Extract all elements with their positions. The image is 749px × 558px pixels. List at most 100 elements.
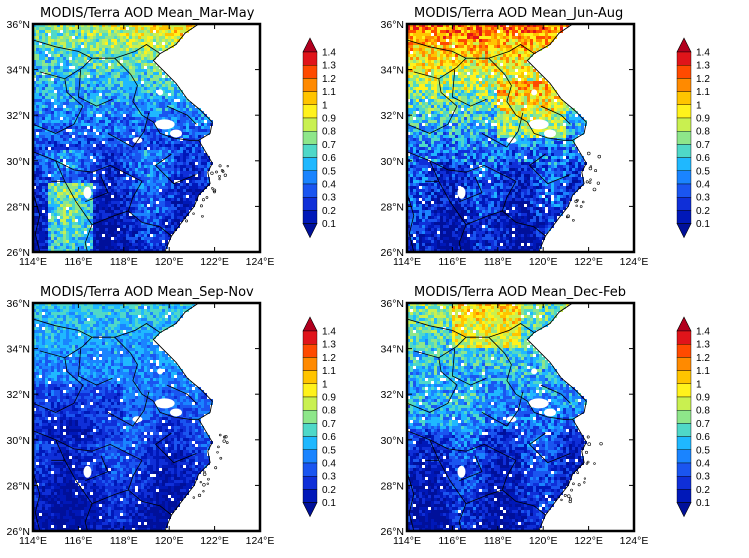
coastline	[526, 302, 612, 532]
colorbar-segment	[676, 157, 692, 172]
colorbar-segment	[302, 423, 318, 437]
island	[599, 442, 603, 446]
no-data-area	[170, 408, 183, 417]
colorbar-label: 1.1	[322, 87, 336, 98]
province-border	[91, 489, 129, 504]
colorbar-label: 0.6	[696, 153, 710, 164]
colorbar-label: 1.3	[696, 340, 710, 351]
island	[585, 462, 589, 465]
colorbar: 1.4 1.3 1.2 1.1 1 0.9 0.8 0.7 0.6 0.5 0.4 0.3 0.2 0.1	[676, 37, 710, 239]
province-border	[127, 460, 172, 516]
colorbar-label: 0.6	[322, 432, 336, 443]
colorbar-segment	[302, 183, 318, 198]
coastline	[152, 302, 238, 532]
island	[201, 198, 205, 202]
province-border	[501, 460, 546, 516]
colorbar-label: 1.2	[322, 353, 336, 364]
colorbar-segment	[676, 357, 692, 371]
colorbar: 1.4 1.3 1.2 1.1 1 0.9 0.8 0.7 0.6 0.5 0.4 0.3 0.2 0.1	[302, 37, 336, 239]
colorbar-label: 0.7	[696, 140, 710, 151]
colorbar-segment	[676, 183, 692, 198]
colorbar-segment	[302, 330, 318, 345]
lon-label: 120°E	[529, 256, 558, 268]
colorbar-segment	[302, 144, 318, 158]
colorbar-segment	[676, 489, 692, 503]
colorbar-label: 0.9	[696, 393, 710, 404]
map-panel-djf: MODIS/Terra AOD Mean_Dec-Feb 36°N 34°N 32°N…	[374, 279, 748, 558]
province-border	[166, 105, 197, 125]
island	[192, 212, 195, 215]
lon-label: 122°E	[574, 535, 603, 547]
colorbar-segment	[302, 51, 318, 66]
province-border	[465, 489, 503, 504]
colorbar-label: 1	[322, 379, 328, 390]
colorbar-label: 0.8	[322, 127, 336, 138]
lat-label: 32°N	[381, 389, 404, 401]
lat-label: 28°N	[381, 480, 404, 492]
colorbar-segment	[676, 117, 692, 132]
colorbar-label: 0.4	[322, 459, 336, 470]
colorbar-segment	[302, 130, 318, 145]
lon-label: 122°E	[574, 256, 603, 268]
colorbar-segment	[302, 462, 318, 477]
colorbar-segment	[676, 196, 692, 211]
province-border	[459, 176, 483, 203]
province-border	[528, 153, 571, 185]
colorbar-segment	[302, 157, 318, 172]
island	[221, 170, 225, 173]
colorbar-label: 0.1	[322, 498, 336, 509]
island	[570, 488, 573, 492]
island	[576, 198, 579, 202]
no-data-area	[544, 408, 557, 417]
province-border	[413, 57, 467, 80]
island	[586, 460, 590, 464]
province-border	[55, 439, 93, 532]
no-data-area	[531, 368, 538, 375]
map-frame	[405, 22, 636, 254]
lon-label: 118°E	[484, 256, 512, 268]
no-data-area	[154, 398, 175, 409]
lat-label: 28°N	[7, 201, 30, 213]
no-data-area	[531, 89, 538, 96]
island	[560, 498, 563, 502]
colorbar-min-extension	[302, 502, 318, 518]
lat-label: 34°N	[381, 65, 404, 77]
province-border	[32, 430, 143, 461]
province-border	[32, 318, 161, 338]
colorbar-label: 0.6	[322, 153, 336, 164]
province-border	[39, 57, 93, 80]
lat-label: 36°N	[381, 19, 404, 31]
lon-label: 114°E	[19, 256, 47, 268]
lon-label: 124°E	[620, 535, 649, 547]
province-border	[451, 69, 487, 107]
no-data-area	[457, 465, 466, 478]
colorbar-segment	[676, 64, 692, 79]
province-border	[85, 455, 109, 482]
panel-title: MODIS/Terra AOD Mean_Dec-Feb	[414, 285, 626, 300]
colorbar-label: 0.8	[322, 406, 336, 417]
colorbar-segment	[302, 117, 318, 132]
lat-label: 28°N	[381, 201, 404, 213]
no-data-area	[528, 119, 549, 130]
province-border	[406, 318, 535, 338]
colorbar-min-extension	[676, 223, 692, 239]
colorbar-segment	[676, 330, 692, 345]
province-border	[32, 192, 41, 253]
no-data-area	[154, 119, 175, 130]
lat-label: 26°N	[381, 526, 404, 538]
island	[218, 175, 221, 178]
colorbar-label: 1.2	[696, 74, 710, 85]
colorbar-label: 0.7	[322, 140, 336, 151]
colorbar-label: 0.4	[322, 180, 336, 191]
colorbar-label: 0.7	[696, 419, 710, 430]
island	[583, 477, 586, 480]
island	[197, 493, 202, 497]
no-data-area	[83, 465, 92, 478]
lat-label: 36°N	[381, 298, 404, 310]
lat-label: 32°N	[7, 389, 30, 401]
colorbar-label: 0.2	[322, 206, 336, 217]
colorbar-segment	[302, 91, 318, 105]
colorbar-segment	[676, 343, 692, 358]
province-border	[32, 39, 161, 59]
colorbar-segment	[676, 51, 692, 66]
